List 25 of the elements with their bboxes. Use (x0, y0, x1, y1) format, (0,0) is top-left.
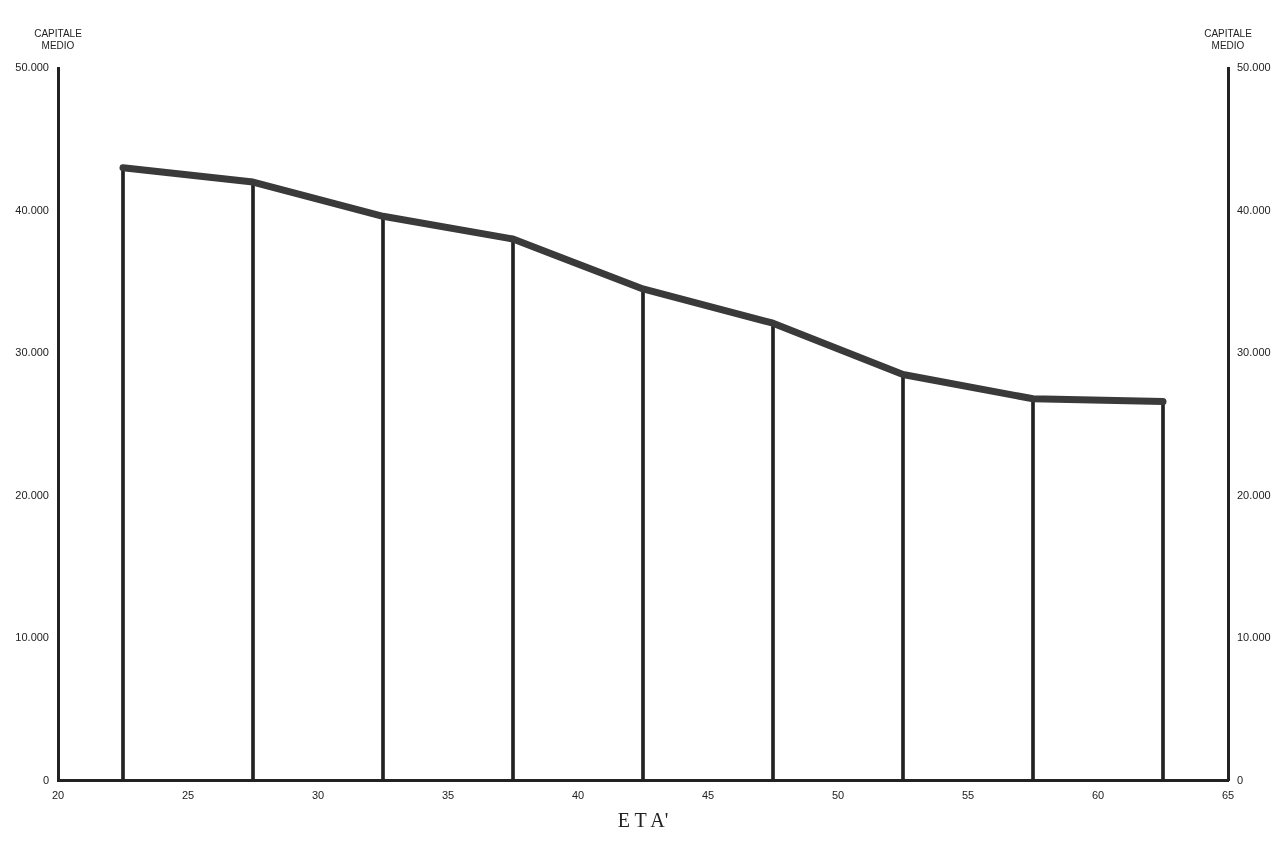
x-tick-label: 45 (701, 789, 715, 802)
y-tick-label: 40.000 (15, 203, 49, 216)
y-tick-label: 30.000 (15, 346, 49, 359)
y-tick-label: 20.000 (15, 488, 49, 501)
y-tick-label: 0 (42, 773, 49, 786)
x-tick-label: 40 (571, 789, 585, 802)
x-tick-label: 60 (1091, 789, 1105, 802)
x-tick-label: 35 (441, 789, 455, 802)
x-tick-label: 50 (831, 789, 845, 802)
y-tick-label: 10.000 (15, 631, 49, 644)
y2-tick-label: 50.000 (1237, 61, 1271, 74)
y-tick-label: 50.000 (15, 61, 49, 74)
x-tick-label: 20 (51, 789, 65, 802)
y2-tick-label: 10.000 (1237, 631, 1271, 644)
y2-axis-title: CAPITALE MEDIO (1203, 28, 1253, 52)
x-tick-label: 30 (311, 789, 325, 802)
x-tick-label: 55 (961, 789, 975, 802)
y2-tick-label: 40.000 (1237, 203, 1271, 216)
y2-tick-label: 30.000 (1237, 346, 1271, 359)
y2-tick-label: 0 (1237, 773, 1244, 786)
x-tick-label: 65 (1221, 789, 1235, 802)
x-tick-label: 25 (181, 789, 195, 802)
x-axis-title: E T A' (617, 809, 669, 832)
y-axis-title: CAPITALE MEDIO (33, 28, 83, 52)
y2-tick-label: 20.000 (1237, 488, 1271, 501)
